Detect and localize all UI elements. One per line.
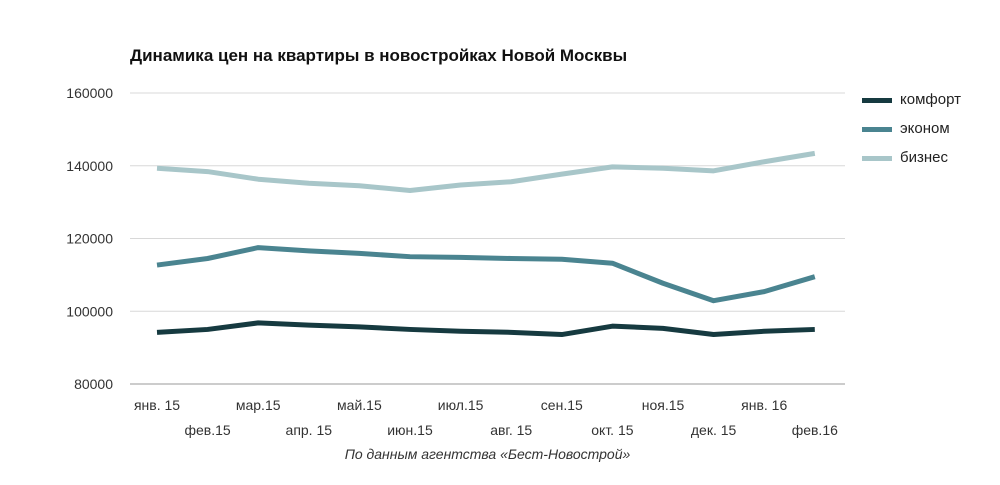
x-tick-label: окт. 15: [591, 422, 633, 438]
series-line-бизнес: [156, 150, 816, 193]
y-tick-label: 100000: [66, 303, 113, 319]
source-note: По данным агентства «Бест-Новострой»: [344, 446, 631, 462]
legend-label: комфорт: [900, 91, 961, 108]
legend-swatch: [862, 97, 892, 103]
x-tick-label: дек. 15: [691, 422, 737, 438]
x-tick-label: авг. 15: [490, 422, 532, 438]
y-tick-label: 160000: [66, 85, 113, 101]
x-tick-label: май.15: [337, 397, 382, 413]
x-tick-label: мар.15: [236, 397, 281, 413]
x-tick-label: янв. 16: [741, 397, 787, 413]
x-tick-label: апр. 15: [286, 422, 333, 438]
x-tick-label: сен.15: [541, 397, 583, 413]
y-tick-label: 140000: [66, 158, 113, 174]
x-tick-label: фев.16: [792, 422, 838, 438]
legend-swatch: [862, 155, 892, 161]
x-tick-label: июн.15: [387, 422, 433, 438]
x-tick-label: янв. 15: [134, 397, 180, 413]
x-tick-label: июл.15: [438, 397, 484, 413]
y-tick-label: 120000: [66, 231, 113, 247]
series-line-эконом: [156, 245, 816, 304]
y-tick-label: 80000: [74, 376, 113, 392]
legend-label: эконом: [900, 120, 950, 137]
legend-item: бизнес: [862, 149, 948, 166]
legend-swatch: [862, 126, 892, 132]
legend-item: комфорт: [862, 91, 961, 108]
x-tick-label: фев.15: [184, 422, 230, 438]
x-tick-label: ноя.15: [642, 397, 685, 413]
legend-item: эконом: [862, 120, 950, 137]
legend-label: бизнес: [900, 149, 948, 166]
chart-title: Динамика цен на квартиры в новостройках …: [130, 46, 628, 65]
series-line-комфорт: [156, 320, 815, 338]
